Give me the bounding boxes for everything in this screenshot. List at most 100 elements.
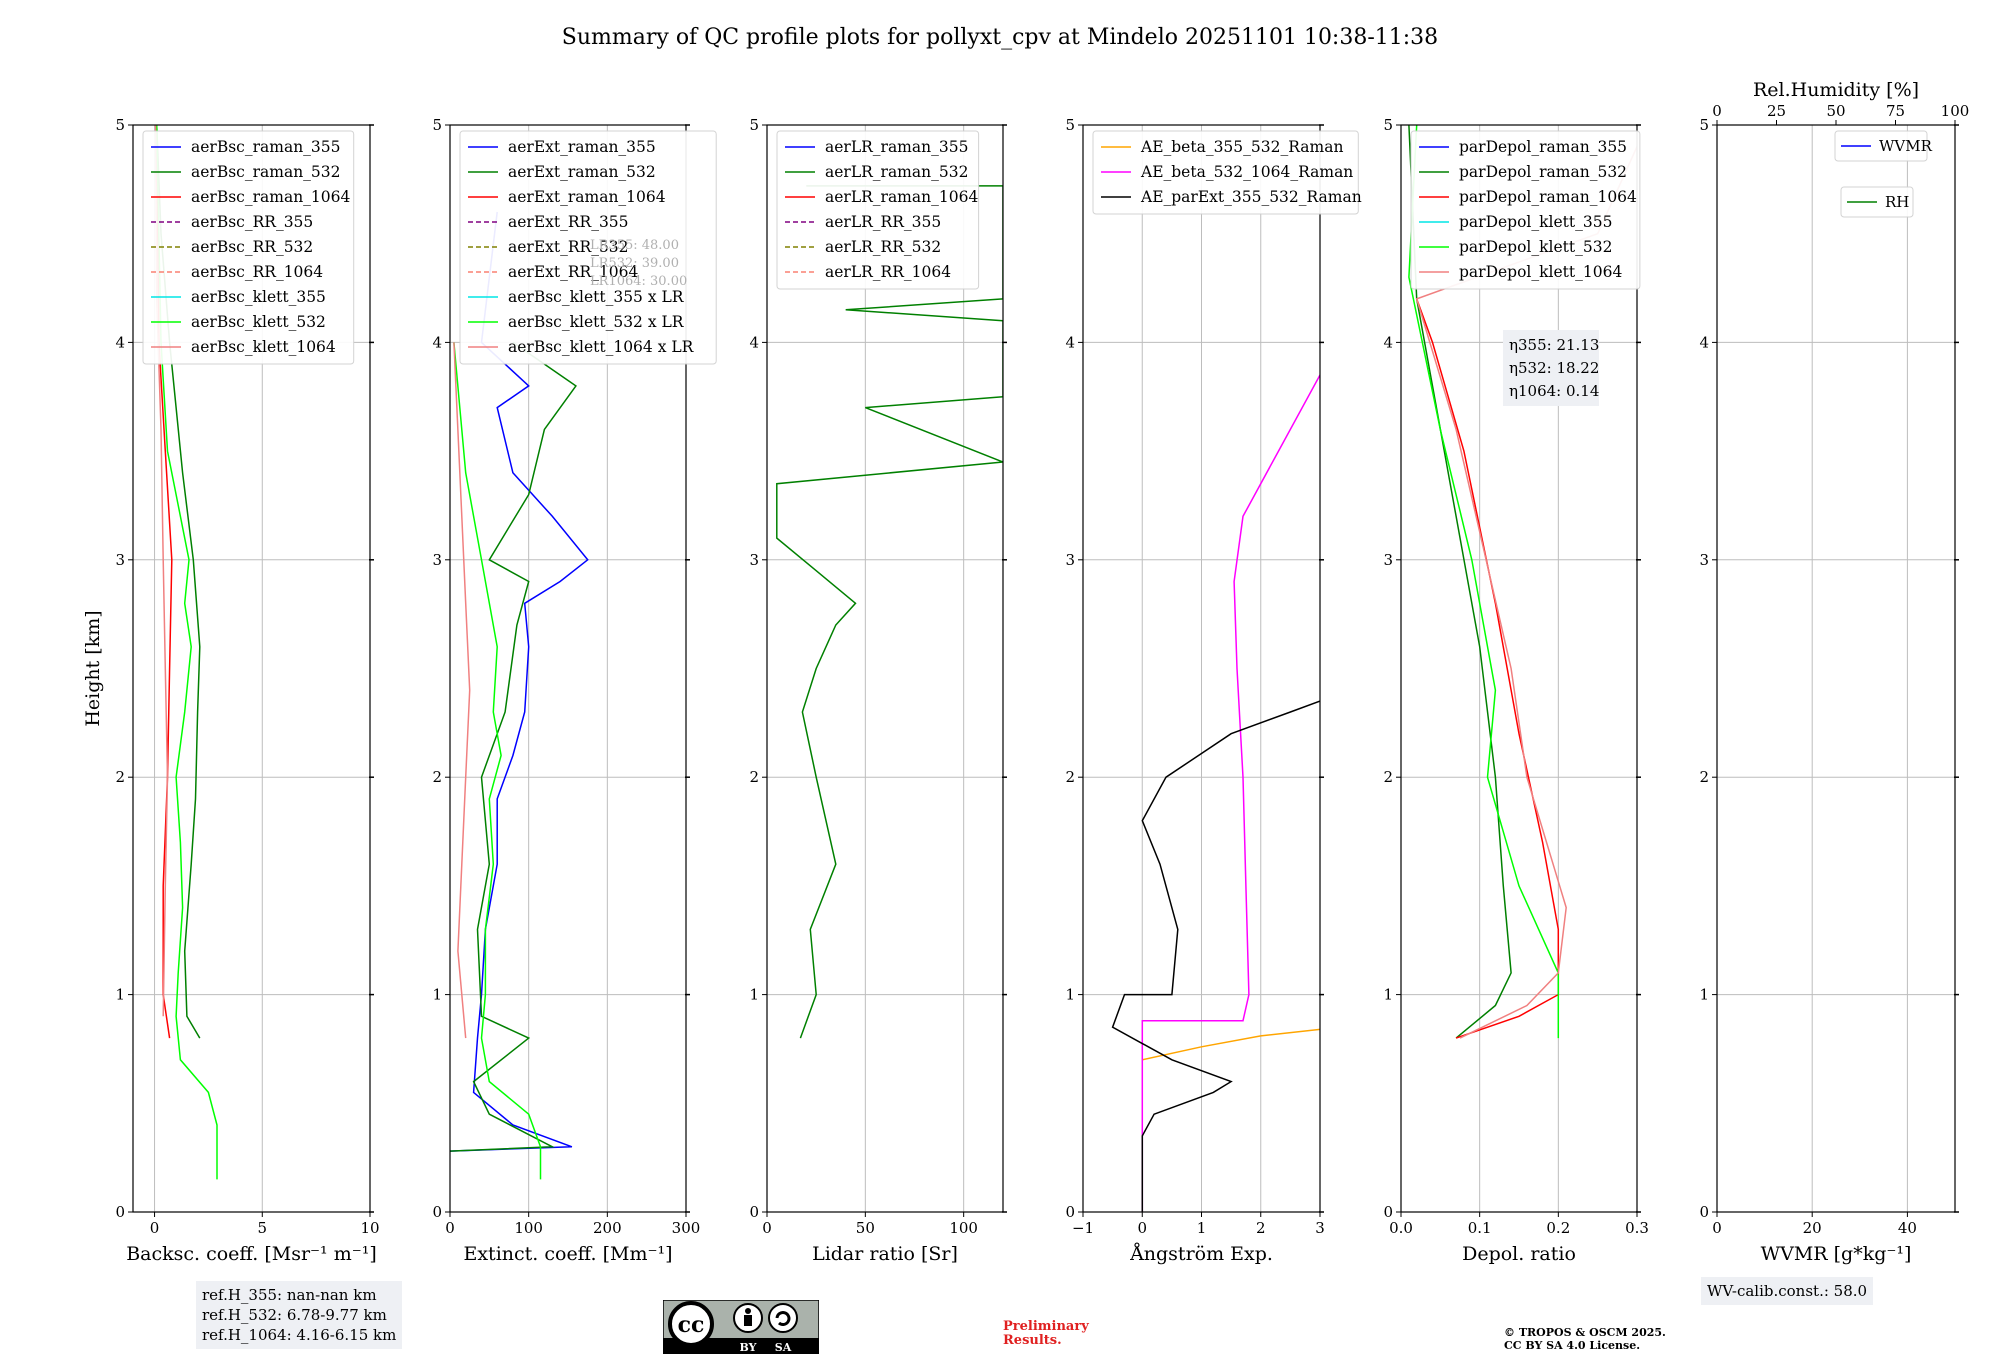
y-tick-label: 2 bbox=[1065, 768, 1075, 786]
series-group bbox=[1111, 374, 1320, 1212]
series-AE_beta_532_1064_Raman bbox=[1141, 374, 1320, 1212]
legend-label: parDepol_raman_1064 bbox=[1459, 188, 1637, 206]
y-tick-label: 0 bbox=[1699, 1203, 1709, 1221]
series-aerBsc_klett_532 bbox=[155, 125, 218, 1180]
copyright-note: © TROPOS & OSCM 2025. CC BY SA 4.0 Licen… bbox=[1504, 1326, 1666, 1352]
legend-label: parDepol_raman_355 bbox=[1459, 138, 1627, 156]
y-tick-label: 4 bbox=[1699, 333, 1709, 351]
legend-label: AE_parExt_355_532_Raman bbox=[1140, 188, 1362, 206]
x-tick-label: −1 bbox=[1072, 1219, 1094, 1237]
lr-label: LR355: 48.00 bbox=[590, 238, 679, 253]
legend-label: WVMR bbox=[1879, 137, 1933, 155]
x-tick-label: 10 bbox=[360, 1219, 379, 1237]
legend-label: aerBsc_klett_532 x LR bbox=[508, 313, 685, 331]
x-tick-label: 0 bbox=[762, 1219, 772, 1237]
eta-label: η355: 21.13 bbox=[1509, 336, 1599, 354]
x-tick-label: 5 bbox=[257, 1219, 267, 1237]
y-tick-label: 4 bbox=[1065, 333, 1075, 351]
x-tick-label: 0 bbox=[445, 1219, 455, 1237]
preliminary-note: Preliminary Results. bbox=[1003, 1320, 1089, 1348]
panel-depol: 0.0 0.1 0.2 0.3 0 1 2 3 4 5 Depol. ratio parDepol_r… bbox=[1383, 116, 1648, 1265]
panel-lr: 0 50 100 0 1 2 3 4 5 Lidar ratio [Sr] aerLR_raman_… bbox=[749, 116, 1007, 1265]
legend-label: aerLR_raman_1064 bbox=[825, 188, 978, 206]
y-tick-label: 3 bbox=[1065, 551, 1075, 569]
y-tick-label: 1 bbox=[1065, 986, 1075, 1004]
legend-box bbox=[1092, 130, 1359, 215]
y-tick-label: 4 bbox=[432, 333, 442, 351]
reference-height-box: ref.H_355: nan-nan km ref.H_532: 6.78-9.… bbox=[196, 1281, 403, 1349]
legend-label: aerBsc_klett_1064 x LR bbox=[508, 338, 695, 356]
copyright-line-1: © TROPOS & OSCM 2025. bbox=[1504, 1326, 1666, 1339]
lr-label: LR532: 39.00 bbox=[590, 256, 679, 271]
legend-label: parDepol_klett_355 bbox=[1459, 213, 1612, 231]
y-tick-label: 3 bbox=[1383, 551, 1393, 569]
x-tick-label: 0 bbox=[150, 1219, 160, 1237]
y-tick-label: 3 bbox=[749, 551, 759, 569]
x-axis-label: Ångström Exp. bbox=[1129, 1243, 1273, 1265]
ref-height-532: ref.H_532: 6.78-9.77 km bbox=[202, 1306, 387, 1324]
x-tick-label: 50 bbox=[856, 1219, 875, 1237]
legend-label: aerExt_RR_532 bbox=[508, 238, 629, 256]
axes-frame bbox=[766, 124, 1004, 1213]
series-aerExt_raman_532 bbox=[450, 341, 577, 1152]
legend-label: AE_beta_532_1064_Raman bbox=[1140, 163, 1353, 181]
series-aerBsc_raman_1064 bbox=[155, 125, 173, 1039]
legend-label: aerBsc_raman_532 bbox=[191, 163, 341, 181]
legend-label: parDepol_raman_532 bbox=[1459, 163, 1627, 181]
y-tick-label: 3 bbox=[1699, 551, 1709, 569]
axes-frame bbox=[1400, 124, 1638, 1213]
legend-label: RH bbox=[1885, 193, 1909, 211]
copyright-line-2: CC BY SA 4.0 License. bbox=[1504, 1339, 1641, 1352]
top-x-tick-label: 100 bbox=[1941, 102, 1970, 120]
series-aerExt_raman_355 bbox=[450, 211, 589, 1152]
y-tick-label: 2 bbox=[115, 768, 125, 786]
x-axis-label: Backsc. coeff. [Msr⁻¹ m⁻¹] bbox=[126, 1243, 377, 1265]
series-aerLR_raman_532 bbox=[776, 185, 1003, 1039]
x-tick-label: 300 bbox=[672, 1219, 701, 1237]
legend-label: aerBsc_RR_1064 bbox=[191, 263, 323, 281]
legend-box bbox=[1834, 130, 1928, 162]
figure-title: Summary of QC profile plots for pollyxt_… bbox=[562, 25, 1438, 50]
x-tick-label: 100 bbox=[514, 1219, 543, 1237]
x-tick-label: 0.1 bbox=[1468, 1219, 1492, 1237]
legend-label: AE_beta_355_532_Raman bbox=[1140, 138, 1343, 156]
series-aerBsc_klett_532 x LR bbox=[453, 342, 542, 1180]
legend-label: aerLR_RR_532 bbox=[825, 238, 941, 256]
preliminary-line-2: Results. bbox=[1003, 1333, 1062, 1348]
wv-calib-const: WV-calib.const.: 58.0 bbox=[1707, 1282, 1868, 1300]
series-group bbox=[776, 185, 1003, 1039]
y-tick-label: 3 bbox=[115, 551, 125, 569]
cc-sa-label: SA bbox=[775, 1341, 792, 1354]
x-tick-label: 0.3 bbox=[1625, 1219, 1649, 1237]
y-tick-label: 5 bbox=[432, 116, 442, 134]
x-tick-label: 2 bbox=[1256, 1219, 1266, 1237]
y-tick-label: 1 bbox=[1699, 986, 1709, 1004]
cc-by-label: BY bbox=[740, 1341, 757, 1354]
ref-height-355: ref.H_355: nan-nan km bbox=[202, 1286, 377, 1304]
y-tick-label: 4 bbox=[115, 333, 125, 351]
legend-label: aerBsc_raman_1064 bbox=[191, 188, 351, 206]
x-tick-label: 0.2 bbox=[1546, 1219, 1570, 1237]
y-tick-label: 1 bbox=[115, 986, 125, 1004]
x-axis-label: Depol. ratio bbox=[1462, 1243, 1576, 1265]
x-tick-label: 20 bbox=[1803, 1219, 1822, 1237]
legend-label: aerBsc_klett_532 bbox=[191, 313, 326, 331]
top-axis-label: Rel.Humidity [%] bbox=[1753, 79, 1919, 101]
legend-label: aerBsc_klett_355 x LR bbox=[508, 288, 685, 306]
y-tick-label: 3 bbox=[432, 551, 442, 569]
x-tick-label: 0 bbox=[1712, 1219, 1722, 1237]
eta-box bbox=[1503, 330, 1599, 406]
legend-label: aerExt_raman_355 bbox=[508, 138, 656, 156]
y-tick-label: 4 bbox=[1383, 333, 1393, 351]
legend-label: aerExt_RR_1064 bbox=[508, 263, 639, 281]
legend-label: parDepol_klett_532 bbox=[1459, 238, 1612, 256]
y-tick-label: 0 bbox=[1065, 1203, 1075, 1221]
legend-label: aerBsc_klett_1064 bbox=[191, 338, 336, 356]
legend-box bbox=[142, 130, 355, 365]
cc-license-badge: cc BY SA bbox=[663, 1300, 819, 1354]
series-parDepol_raman_532 bbox=[1408, 125, 1512, 1039]
y-tick-label: 5 bbox=[1065, 116, 1075, 134]
y-tick-label: 2 bbox=[749, 768, 759, 786]
